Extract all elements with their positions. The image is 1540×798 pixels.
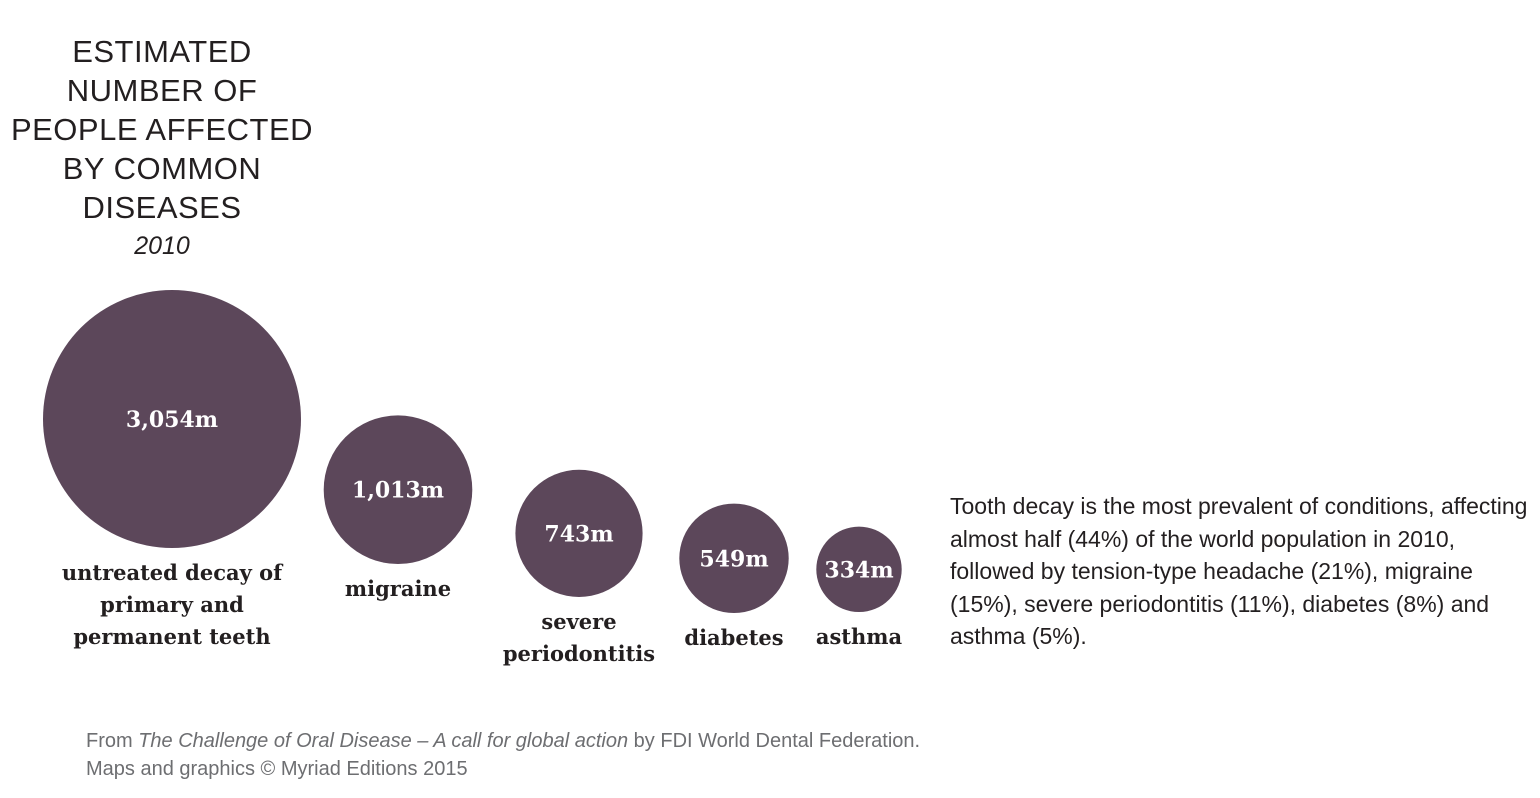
title-line-3: PEOPLE AFFECTED (10, 112, 314, 147)
bubble-label-4-line-1: diabetes (684, 625, 783, 650)
copyright-line: Maps and graphics © Myriad Editions 2015 (86, 758, 468, 780)
source-suffix: by FDI World Dental Federation. (628, 730, 921, 752)
source-line: From The Challenge of Oral Disease – A c… (86, 727, 920, 755)
chart-description: Tooth decay is the most prevalent of con… (950, 493, 1528, 649)
bubble-label-2-line-1: migraine (345, 576, 451, 601)
bubble-value-4: 549m (699, 546, 768, 572)
bubble-4 (679, 503, 789, 614)
title-line-1: ESTIMATED (72, 34, 252, 69)
chart-title: ESTIMATED NUMBER OF PEOPLE AFFECTED BY C… (10, 32, 314, 261)
bubble-label-1-line-3: permanent teeth (73, 624, 270, 649)
bubble-label-3-line-1: severe (541, 609, 616, 634)
bubble-value-2: 1,013m (352, 478, 444, 504)
source-book-title: The Challenge of Oral Disease – A call f… (138, 730, 629, 752)
source-prefix: From (86, 730, 139, 752)
bubble-label-1-line-1: untreated decay of (62, 560, 284, 585)
title-line-2: NUMBER OF (66, 73, 258, 108)
title-line-5: DISEASES (82, 190, 242, 225)
bubble-label-5-line-1: asthma (816, 624, 903, 649)
bubble-2 (323, 415, 473, 565)
chart-year: 2010 (134, 232, 190, 260)
bubble-label-1-line-2: primary and (100, 592, 244, 617)
bubble-3 (515, 469, 643, 597)
title-line-4: BY COMMON (62, 151, 262, 186)
bubble-1 (43, 290, 301, 548)
bubble-5 (816, 526, 902, 613)
bubble-value-5: 334m (824, 557, 893, 583)
bubble-value-3: 743m (544, 521, 613, 547)
bubble-label-3-line-2: periodontitis (503, 641, 655, 666)
source-footer: From The Challenge of Oral Disease – A c… (86, 727, 920, 783)
bubble-value-1: 3,054m (126, 407, 218, 433)
